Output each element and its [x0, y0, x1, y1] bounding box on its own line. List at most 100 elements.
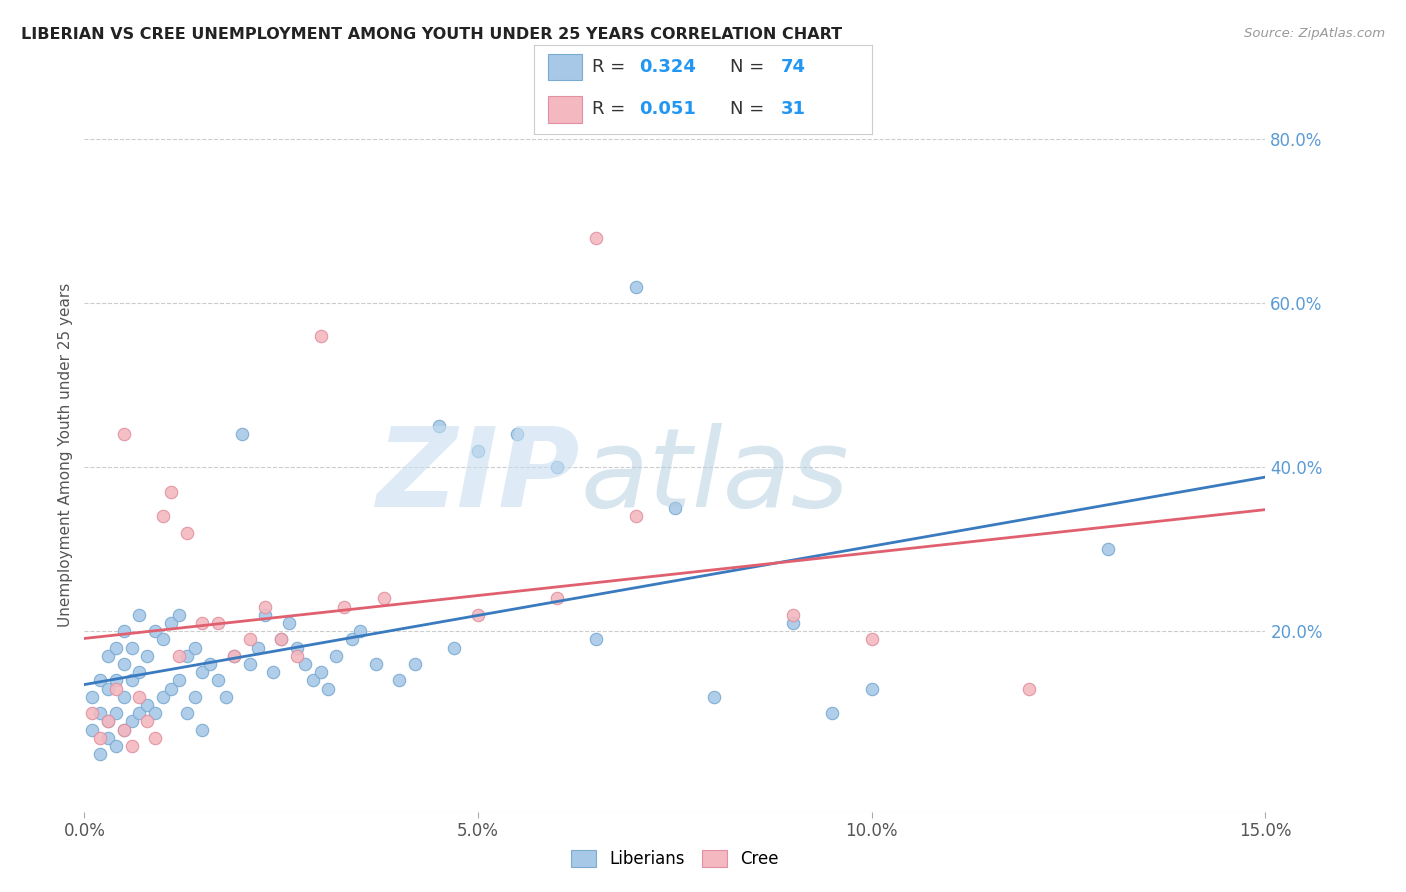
Point [254, 607, 277, 622]
Point [443, 640, 465, 655]
Point [112, 690, 135, 704]
Point [89, 747, 111, 762]
Point [121, 739, 143, 753]
Point [112, 723, 135, 737]
Point [388, 673, 411, 688]
Point [82, 706, 104, 721]
Point [364, 657, 387, 671]
Point [239, 632, 262, 647]
Point [1097, 542, 1119, 557]
Legend: Liberians, Cree: Liberians, Cree [565, 843, 785, 875]
Point [82, 723, 104, 737]
Point [160, 681, 183, 696]
Point [585, 230, 607, 244]
Point [128, 690, 150, 704]
Point [467, 443, 489, 458]
Point [82, 690, 104, 704]
Point [404, 657, 426, 671]
Point [191, 616, 214, 631]
Point [585, 632, 607, 647]
Point [104, 706, 127, 721]
Point [222, 648, 245, 663]
Point [183, 640, 205, 655]
Point [222, 648, 245, 663]
Point [112, 657, 135, 671]
Point [143, 731, 166, 745]
Y-axis label: Unemployment Among Youth under 25 years: Unemployment Among Youth under 25 years [58, 283, 73, 627]
Point [97, 731, 120, 745]
Point [128, 607, 150, 622]
Point [191, 723, 214, 737]
Point [176, 706, 198, 721]
Point [262, 665, 284, 680]
Point [136, 648, 159, 663]
Point [782, 607, 804, 622]
Point [207, 673, 229, 688]
Point [128, 706, 150, 721]
Point [176, 648, 198, 663]
Point [664, 501, 686, 516]
Point [325, 648, 347, 663]
Point [821, 706, 844, 721]
Point [104, 739, 127, 753]
Point [104, 681, 127, 696]
Point [97, 648, 120, 663]
Point [167, 673, 190, 688]
Text: 74: 74 [780, 58, 806, 76]
Point [183, 690, 205, 704]
Point [207, 616, 229, 631]
Point [89, 706, 111, 721]
Point [318, 681, 340, 696]
Point [373, 591, 395, 606]
Point [104, 640, 127, 655]
Point [191, 665, 214, 680]
Text: 0.051: 0.051 [638, 100, 696, 118]
Point [143, 706, 166, 721]
Point [285, 648, 308, 663]
Point [97, 714, 120, 729]
Point [239, 657, 262, 671]
Point [1018, 681, 1040, 696]
Point [294, 657, 316, 671]
Point [112, 624, 135, 639]
Point [89, 673, 111, 688]
Point [167, 607, 190, 622]
Bar [548, 96, 582, 123]
Point [176, 525, 198, 540]
Point [467, 607, 489, 622]
Point [246, 640, 269, 655]
Point [782, 616, 804, 631]
Text: Source: ZipAtlas.com: Source: ZipAtlas.com [1244, 27, 1385, 40]
Text: 31: 31 [780, 100, 806, 118]
Point [112, 427, 135, 442]
Point [231, 427, 253, 442]
Text: R =: R = [592, 100, 631, 118]
Point [624, 279, 647, 293]
Point [160, 484, 183, 499]
Point [152, 690, 174, 704]
Point [215, 690, 238, 704]
Text: 0.324: 0.324 [638, 58, 696, 76]
Point [278, 616, 301, 631]
Point [309, 665, 332, 680]
Point [167, 648, 190, 663]
Point [340, 632, 363, 647]
Point [546, 460, 568, 475]
Point [97, 681, 120, 696]
Point [160, 616, 183, 631]
Text: ZIP: ZIP [377, 423, 581, 530]
Point [703, 690, 725, 704]
Point [349, 624, 371, 639]
Point [546, 591, 568, 606]
Point [254, 599, 277, 614]
Point [143, 624, 166, 639]
Point [309, 329, 332, 343]
Point [89, 731, 111, 745]
Point [152, 632, 174, 647]
Point [285, 640, 308, 655]
Point [97, 714, 120, 729]
Point [270, 632, 292, 647]
Text: atlas: atlas [581, 423, 849, 530]
Point [128, 665, 150, 680]
Point [333, 599, 356, 614]
